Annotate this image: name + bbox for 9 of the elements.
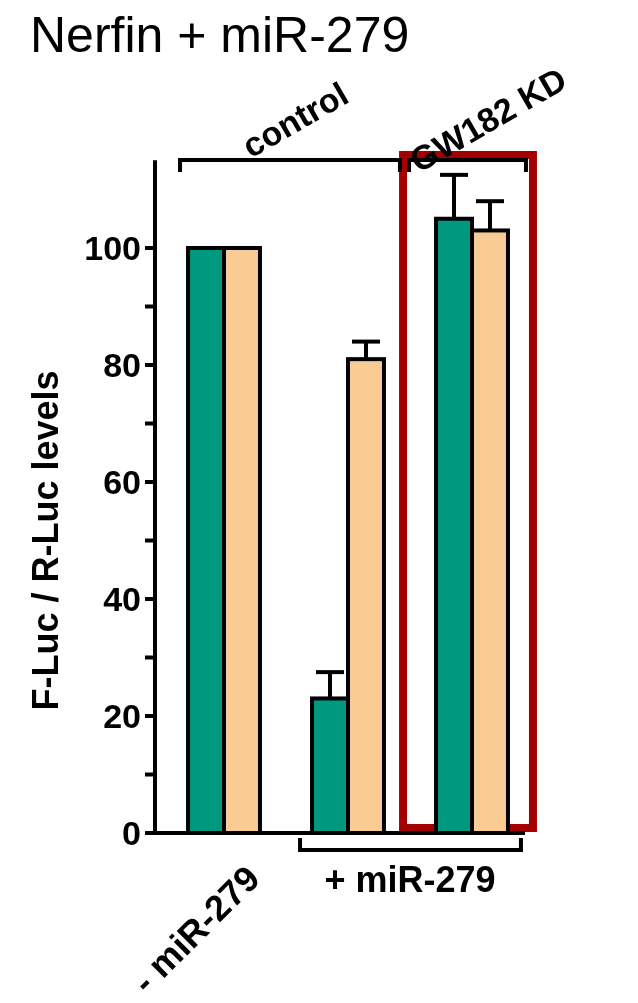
y-tick-label: 100 <box>84 228 141 267</box>
y-tick-label: 80 <box>103 345 141 384</box>
text: + miR-279 <box>324 859 496 900</box>
chart-title: Nerfin + miR-279 <box>30 7 410 63</box>
y-axis-title: F-Luc / R-Luc levels <box>25 370 66 711</box>
y-tick-label: 60 <box>103 462 141 501</box>
y-tick-label: 20 <box>103 696 141 735</box>
y-tick-label: 40 <box>103 579 141 618</box>
y-tick-label: 0 <box>122 813 141 852</box>
